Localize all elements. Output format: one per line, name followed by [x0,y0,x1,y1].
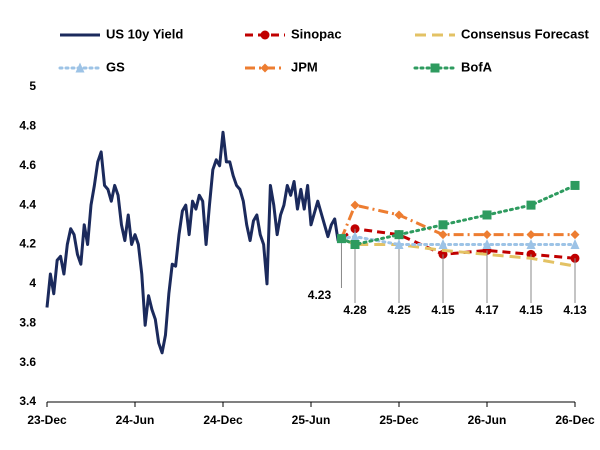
legend-label: JPM [291,59,318,74]
y-tick-label: 4.8 [19,119,36,133]
legend-label: GS [106,59,125,74]
data-label: 4.13 [563,303,587,317]
x-tick-label: 24-Dec [203,413,243,427]
series-marker [394,210,404,220]
legend-label: Sinopac [291,26,342,41]
y-tick-label: 5 [29,79,36,93]
data-label: 4.15 [519,303,543,317]
legend-label: Consensus Forecast [461,26,590,41]
series-marker [438,230,448,240]
series-marker [336,234,346,244]
data-label: 4.15 [431,303,455,317]
data-label: 4.25 [387,303,411,317]
x-tick-label: 25-Dec [379,413,419,427]
y-tick-label: 3.4 [19,394,36,408]
legend-label: US 10y Yield [106,26,183,41]
data-label: 4.23 [308,288,332,302]
x-tick-label: 26-Jun [468,413,507,427]
y-tick-label: 3.8 [19,315,36,329]
legend-label: BofA [461,59,493,74]
legend-marker [75,62,85,73]
series-marker [526,200,536,210]
y-tick-label: 4 [29,276,36,290]
y-tick-label: 4.2 [19,237,36,251]
series-marker [482,210,492,220]
series-marker [482,230,492,240]
x-tick-label: 23-Dec [27,413,67,427]
series-marker [394,230,404,240]
series-marker [350,240,360,249]
data-label: 4.28 [343,303,367,317]
data-label: 4.17 [475,303,499,317]
x-tick-label: 25-Jun [292,413,331,427]
legend-marker [260,30,270,40]
series-marker [570,239,580,249]
y-tick-label: 3.6 [19,355,36,369]
series-line [340,237,576,268]
series-marker [350,200,360,210]
series-marker [438,220,448,230]
legend-marker [430,63,440,73]
series-line [45,130,343,355]
series-marker [394,239,404,249]
x-tick-label: 26-Dec [555,413,595,427]
x-tick-label: 24-Jun [116,413,155,427]
series-marker [570,230,580,240]
series-marker [570,180,580,190]
y-tick-label: 4.4 [19,197,36,211]
series-marker [526,230,536,240]
series-marker [350,231,360,242]
legend-marker [260,63,270,73]
series-marker [482,239,492,249]
series-marker [526,239,536,249]
y-tick-label: 4.6 [19,158,36,172]
series-marker [438,239,448,249]
